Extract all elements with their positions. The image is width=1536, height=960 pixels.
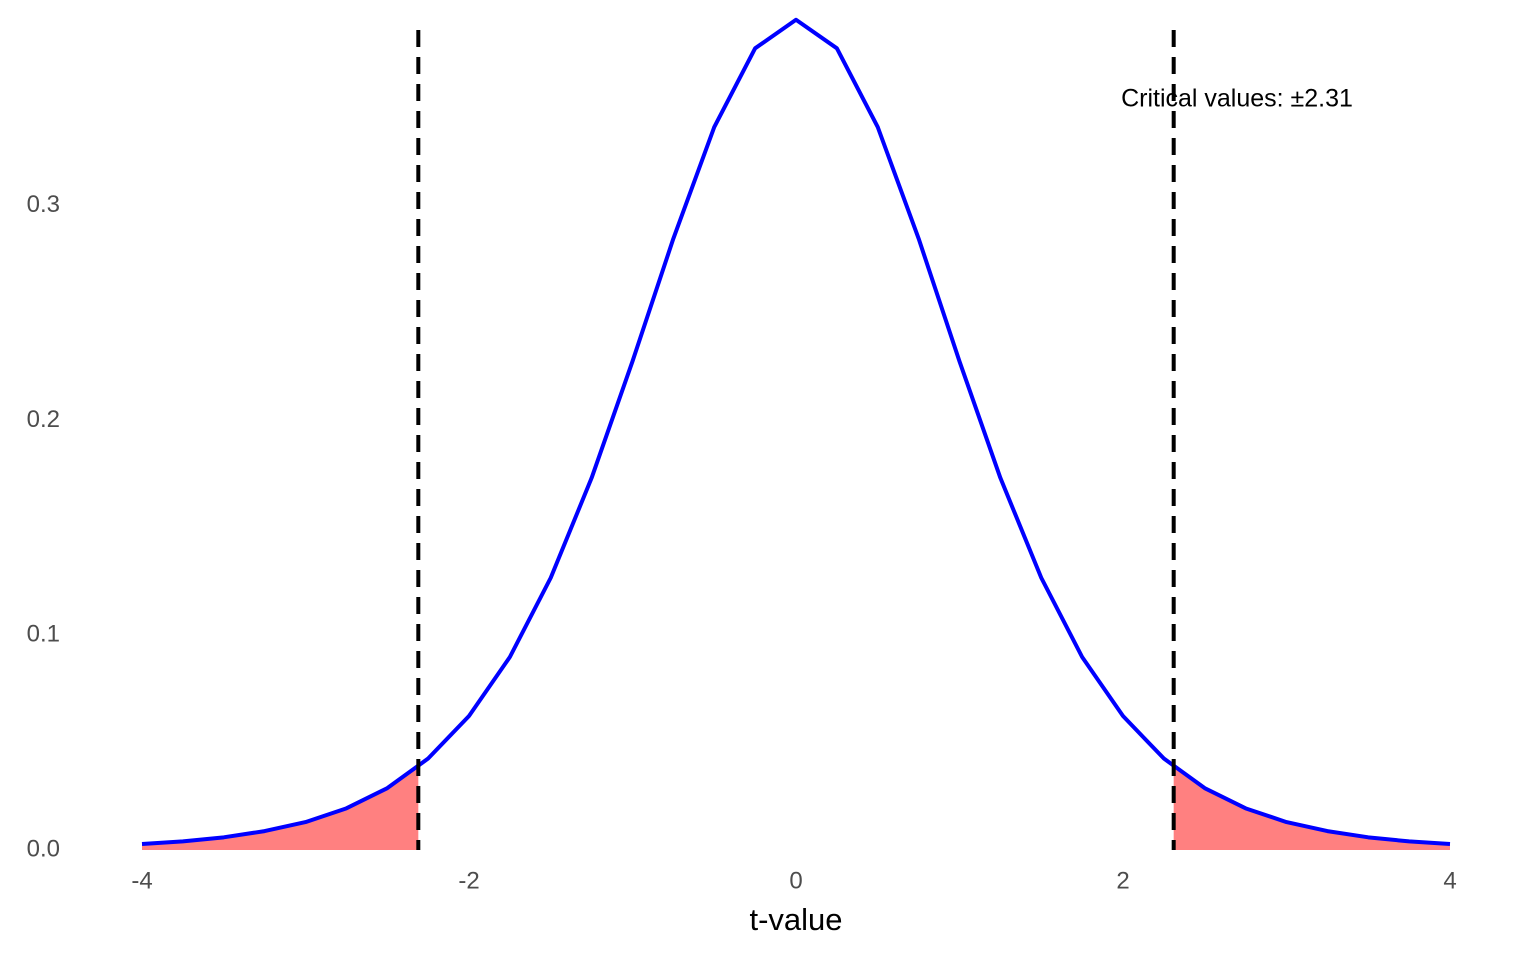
annotation: Critical values: ±2.31	[1121, 85, 1353, 113]
tail-area	[1173, 766, 1450, 850]
x-axis-title: t-value	[749, 902, 842, 937]
x-tick-label: 2	[1116, 867, 1129, 894]
x-tick-label: 4	[1443, 867, 1456, 894]
x-tick-label: -4	[131, 867, 152, 894]
y-tick-label: 0.0	[27, 835, 60, 862]
x-tick-label: -2	[458, 867, 479, 894]
tail-area	[142, 766, 419, 850]
y-tick-label: 0.3	[27, 191, 60, 218]
y-tick-label: 0.2	[27, 406, 60, 433]
x-tick-label: 0	[789, 867, 802, 894]
y-tick-label: 0.1	[27, 621, 60, 648]
density-line	[141, 17, 1451, 846]
